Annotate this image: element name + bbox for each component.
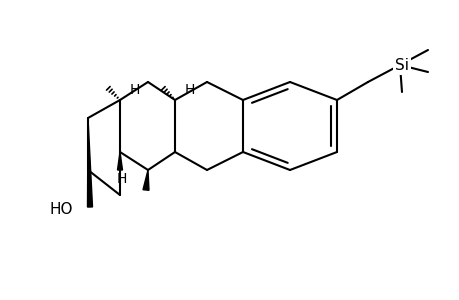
- Text: H: H: [185, 83, 195, 97]
- Text: H: H: [117, 172, 127, 186]
- Polygon shape: [117, 152, 122, 170]
- Text: HO: HO: [50, 202, 73, 217]
- Polygon shape: [87, 118, 92, 207]
- Polygon shape: [143, 170, 149, 190]
- Text: Si: Si: [394, 58, 408, 73]
- Text: H: H: [130, 83, 140, 97]
